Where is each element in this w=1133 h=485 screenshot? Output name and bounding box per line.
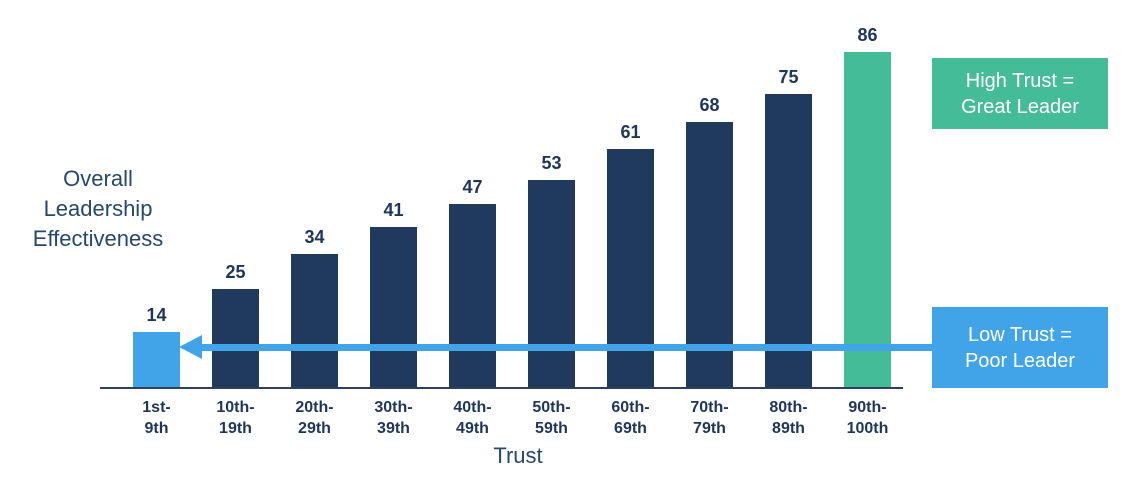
bar-value-label: 47 xyxy=(462,177,483,197)
bar-value-label: 61 xyxy=(620,122,641,142)
x-tick-label: 10th- 19th xyxy=(216,399,255,437)
x-tick-label: 90th- 100th xyxy=(846,399,889,437)
bar-10th-19th xyxy=(212,289,259,387)
x-tick-label: 1st- 9th xyxy=(142,399,171,437)
x-tick-label: 20th- 29th xyxy=(295,399,334,437)
arrow-head-icon xyxy=(179,335,202,359)
high-trust-callout: High Trust = Great Leader xyxy=(932,58,1108,129)
bar-60th-69th xyxy=(607,149,654,387)
bar-value-label: 86 xyxy=(857,25,878,45)
bar-value-label: 34 xyxy=(304,227,325,247)
x-tick-label: 50th- 59th xyxy=(532,399,571,437)
x-tick-label: 30th- 39th xyxy=(374,399,413,437)
y-axis-title: Overall Leadership Effectiveness xyxy=(32,166,164,251)
bar-1st-9th xyxy=(133,332,180,387)
bar-30th-39th xyxy=(370,227,417,387)
bar-50th-59th xyxy=(528,180,575,387)
bar-value-label: 41 xyxy=(383,200,404,220)
low-trust-callout: Low Trust = Poor Leader xyxy=(932,307,1108,388)
bar-value-label: 75 xyxy=(778,67,799,87)
x-tick-label: 70th- 79th xyxy=(690,399,729,437)
bar-value-label: 68 xyxy=(699,95,720,115)
x-tick-label: 40th- 49th xyxy=(453,399,492,437)
bar-value-label: 25 xyxy=(225,262,246,282)
bar-40th-49th xyxy=(449,204,496,387)
x-tick-label: 80th- 89th xyxy=(769,399,808,437)
bar-90th-100th xyxy=(844,52,891,387)
x-axis-line xyxy=(100,387,903,389)
bar-70th-79th xyxy=(686,122,733,387)
bar-value-label: 53 xyxy=(541,153,562,173)
bar-80th-89th xyxy=(765,94,812,387)
x-axis-title: Trust xyxy=(493,443,543,468)
bar-20th-29th xyxy=(291,254,338,387)
arrow-line xyxy=(201,344,932,351)
bar-value-label: 14 xyxy=(146,305,167,325)
x-tick-label: 60th- 69th xyxy=(611,399,650,437)
